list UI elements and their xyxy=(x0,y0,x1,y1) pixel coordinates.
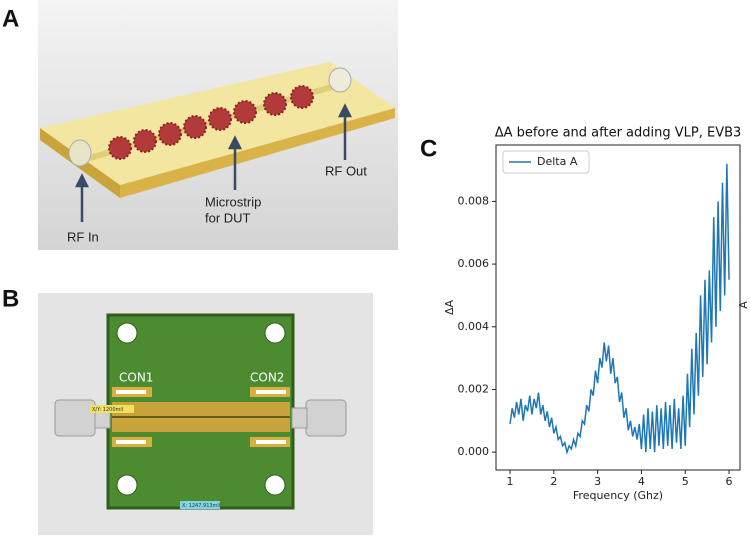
annotation: RF Out xyxy=(325,163,367,178)
dimension-label: X/Y: 1200mil xyxy=(92,407,123,413)
annotation: for DUT xyxy=(205,210,251,225)
connector xyxy=(328,67,352,93)
mount-holes xyxy=(116,322,286,496)
x-tick-label: 6 xyxy=(726,475,733,488)
connector-label: CON1 xyxy=(119,371,153,385)
dimension-tag xyxy=(90,405,134,413)
y-tick-label: 0.002 xyxy=(458,382,490,395)
panel-label: B xyxy=(2,285,19,312)
panel-label: A xyxy=(2,5,19,32)
x-tick-label: 2 xyxy=(550,475,557,488)
y-tick-label: 0.008 xyxy=(458,194,490,207)
dimension-label: X: 1247.913mil xyxy=(182,503,220,509)
y-tick-label: 0.006 xyxy=(458,257,490,270)
annotation: RF In xyxy=(67,229,99,244)
pads xyxy=(112,387,290,447)
arrows xyxy=(74,103,353,222)
x-tick-label: 3 xyxy=(594,475,601,488)
panel-label: C xyxy=(420,135,437,162)
y2-axis-label: A xyxy=(737,301,750,309)
x-tick-label: 4 xyxy=(638,475,645,488)
annotation: Microstrip xyxy=(205,194,261,209)
plot-frame xyxy=(495,144,741,471)
data-line xyxy=(509,163,730,455)
x-axis-label: Frequency (Ghz) xyxy=(573,489,663,502)
board-front xyxy=(120,108,395,198)
x-tick-label: 5 xyxy=(682,475,689,488)
dimension-tag xyxy=(180,501,220,509)
connector-label: CON2 xyxy=(250,371,284,385)
y-tick-label: 0.000 xyxy=(458,445,490,458)
chart: ΔA before and after adding VLP, EVB3 1 2 3 4… xyxy=(443,126,750,503)
chart-title: ΔA before and after adding VLP, EVB3 xyxy=(495,126,742,141)
virus-particles xyxy=(108,85,314,160)
connector xyxy=(68,139,92,167)
legend-label: Delta A xyxy=(537,155,578,168)
y-tick-label: 0.004 xyxy=(458,320,490,333)
y-axis-label: ΔA xyxy=(443,300,456,316)
legend-box xyxy=(502,150,590,174)
x-tick-label: 1 xyxy=(507,475,514,488)
